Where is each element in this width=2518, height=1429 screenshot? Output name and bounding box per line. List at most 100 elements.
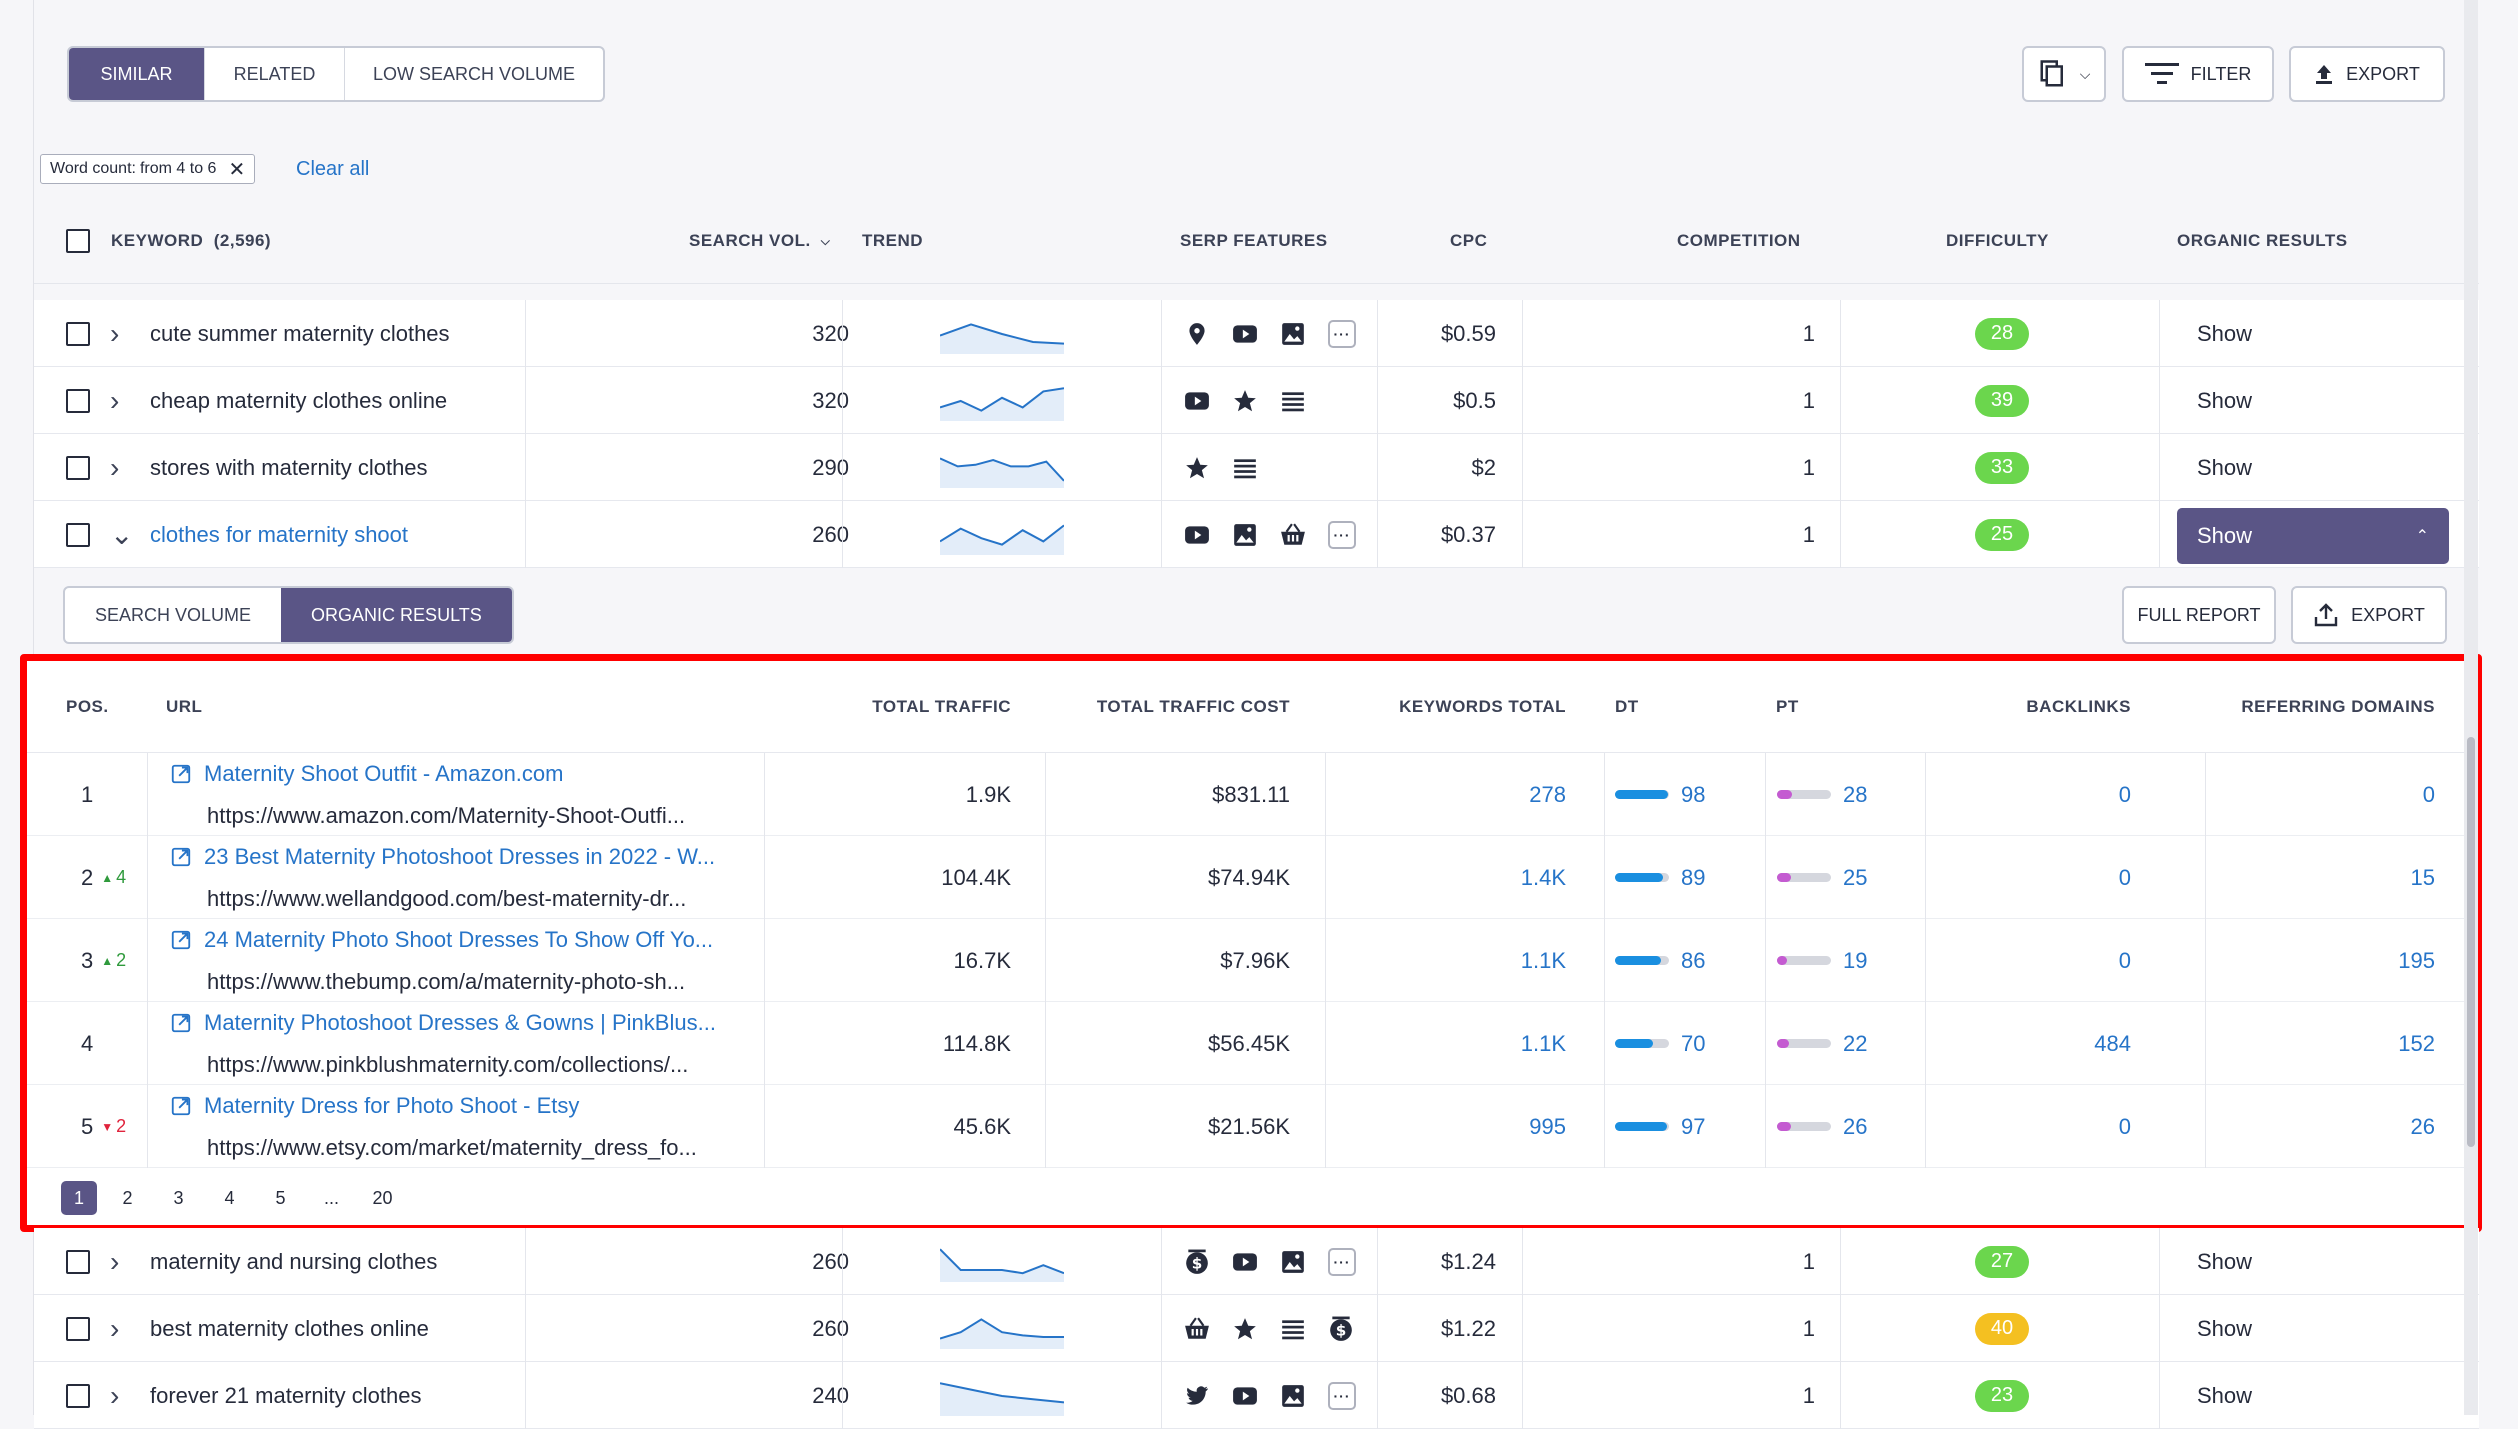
more-icon[interactable]: ··· <box>1328 1381 1356 1410</box>
result-title-link[interactable]: Maternity Photoshoot Dresses & Gowns | P… <box>204 1010 716 1035</box>
chevron-right-icon[interactable]: › <box>110 1245 120 1277</box>
keyword-text[interactable]: stores with maternity clothes <box>150 454 428 480</box>
row-checkbox[interactable] <box>66 455 90 480</box>
organic-results-show-button-active[interactable]: Show ⌃ <box>2177 508 2449 564</box>
page-5[interactable]: 5 <box>275 1187 286 1208</box>
keyword-text[interactable]: cute summer maternity clothes <box>150 320 450 346</box>
row-checkbox[interactable] <box>66 1383 90 1408</box>
result-url: https://www.etsy.com/market/maternity_dr… <box>207 1135 697 1160</box>
page-1[interactable]: 1 <box>61 1181 97 1215</box>
row-checkbox[interactable] <box>66 522 90 547</box>
row-checkbox[interactable] <box>66 321 90 346</box>
keywords-total[interactable]: 995 <box>1529 1113 1566 1139</box>
show-organic-link[interactable]: Show <box>2197 1382 2253 1408</box>
scrollbar[interactable] <box>2464 0 2478 1415</box>
column-total-traffic-cost[interactable]: TOTAL TRAFFIC COST <box>1096 697 1290 716</box>
keyword-row[interactable]: › cute summer maternity clothes 320 ··· $0.5… <box>34 300 2479 367</box>
show-organic-link[interactable]: Show <box>2197 454 2253 480</box>
chevron-right-icon[interactable]: › <box>110 317 120 349</box>
result-title-link[interactable]: 24 Maternity Photo Shoot Dresses To Show… <box>204 927 714 952</box>
row-checkbox[interactable] <box>66 1316 90 1341</box>
backlinks[interactable]: 0 <box>2118 1113 2131 1139</box>
keyword-text[interactable]: cheap maternity clothes online <box>150 387 448 413</box>
tab-low-search-volume[interactable]: LOW SEARCH VOLUME <box>372 63 576 84</box>
external-link-icon[interactable] <box>170 763 192 785</box>
show-organic-link[interactable]: Show <box>2197 320 2253 346</box>
more-icon[interactable]: ··· <box>1328 520 1356 549</box>
referring-domains[interactable]: 15 <box>2410 864 2435 890</box>
column-backlinks[interactable]: BACKLINKS <box>2026 697 2131 716</box>
page-2[interactable]: 2 <box>122 1187 133 1208</box>
export-button[interactable]: EXPORT <box>2289 46 2445 102</box>
keyword-text[interactable]: clothes for maternity shoot <box>150 521 409 547</box>
backlinks[interactable]: 0 <box>2118 864 2131 890</box>
column-difficulty[interactable]: DIFFICULTY <box>1946 231 2049 250</box>
column-search-vol[interactable]: SEARCH VOL. ⌵ <box>689 198 830 284</box>
referring-domains[interactable]: 195 <box>2398 947 2435 973</box>
keyword-row[interactable]: › stores with maternity clothes 290 $2 1 33 Sh… <box>34 434 2479 501</box>
tab-organic-results[interactable]: ORGANIC RESULTS <box>281 588 512 642</box>
keywords-total[interactable]: 278 <box>1529 781 1566 807</box>
page-4[interactable]: 4 <box>224 1187 235 1208</box>
external-link-icon[interactable] <box>170 846 192 868</box>
external-link-icon[interactable] <box>170 929 192 951</box>
tab-similar[interactable]: SIMILAR <box>69 48 205 100</box>
column-pos[interactable]: POS. <box>66 697 109 716</box>
external-link-icon[interactable] <box>170 1012 192 1034</box>
referring-domains[interactable]: 26 <box>2410 1113 2435 1139</box>
page-20[interactable]: 20 <box>372 1187 393 1208</box>
tab-search-volume[interactable]: SEARCH VOLUME <box>95 604 252 625</box>
more-icon[interactable]: ··· <box>1328 1247 1356 1276</box>
full-report-button[interactable]: FULL REPORT <box>2122 586 2276 644</box>
column-pt[interactable]: PT <box>1776 697 1799 716</box>
keyword-text[interactable]: maternity and nursing clothes <box>150 1248 438 1274</box>
result-title-link[interactable]: Maternity Shoot Outfit - Amazon.com <box>204 761 564 786</box>
clear-all-link[interactable]: Clear all <box>296 158 370 180</box>
more-icon[interactable]: ··· <box>1328 319 1356 348</box>
chevron-down-icon[interactable]: ⌄ <box>110 519 134 550</box>
keyword-row[interactable]: › cheap maternity clothes online 320 $0.5 1 3… <box>34 367 2479 434</box>
show-organic-link[interactable]: Show <box>2197 387 2253 413</box>
keywords-total[interactable]: 1.1K <box>1520 1030 1566 1056</box>
copy-dropdown-button[interactable]: ⌵ <box>2022 46 2106 102</box>
show-organic-link[interactable]: Show <box>2197 1315 2253 1341</box>
backlinks[interactable]: 0 <box>2118 947 2131 973</box>
chevron-right-icon[interactable]: › <box>110 1312 120 1344</box>
tab-related[interactable]: RELATED <box>205 48 345 100</box>
page-3[interactable]: 3 <box>173 1187 184 1208</box>
referring-domains[interactable]: 152 <box>2398 1030 2435 1056</box>
keyword-row[interactable]: › forever 21 maternity clothes 240 ··· $0.68… <box>34 1362 2479 1429</box>
column-dt[interactable]: DT <box>1615 697 1639 716</box>
chevron-right-icon[interactable]: › <box>110 1379 120 1411</box>
keywords-total[interactable]: 1.1K <box>1520 947 1566 973</box>
column-cpc[interactable]: CPC <box>1450 231 1488 250</box>
show-organic-link[interactable]: Show <box>2197 1248 2253 1274</box>
scrollbar-thumb[interactable] <box>2467 737 2475 1147</box>
keywords-total[interactable]: 1.4K <box>1520 864 1566 890</box>
column-keywords-total[interactable]: KEYWORDS TOTAL <box>1399 697 1566 716</box>
keyword-text[interactable]: best maternity clothes online <box>150 1315 429 1341</box>
result-title-link[interactable]: 23 Best Maternity Photoshoot Dresses in … <box>204 844 716 869</box>
backlinks[interactable]: 484 <box>2094 1030 2131 1056</box>
backlinks[interactable]: 0 <box>2118 781 2131 807</box>
column-keyword[interactable]: KEYWORD (2,596) <box>111 198 271 284</box>
row-checkbox[interactable] <box>66 1249 90 1274</box>
external-link-icon[interactable] <box>170 1095 192 1117</box>
filter-chip-word-count[interactable]: Word count: from 4 to 6 ✕ <box>40 154 256 184</box>
result-title-link[interactable]: Maternity Dress for Photo Shoot - Etsy <box>204 1093 580 1118</box>
chevron-right-icon[interactable]: › <box>110 451 120 483</box>
column-referring-domains[interactable]: REFERRING DOMAINS <box>2241 697 2435 716</box>
select-all-checkbox[interactable] <box>66 229 90 253</box>
column-total-traffic[interactable]: TOTAL TRAFFIC <box>872 697 1011 716</box>
keyword-row[interactable]: ⌄ clothes for maternity shoot 260 ··· $0.37 1… <box>34 501 2479 568</box>
column-competition[interactable]: COMPETITION <box>1677 231 1801 250</box>
organic-export-button[interactable]: EXPORT <box>2291 586 2447 644</box>
referring-domains[interactable]: 0 <box>2422 781 2435 807</box>
row-checkbox[interactable] <box>66 388 90 413</box>
filter-button[interactable]: FILTER <box>2122 46 2274 102</box>
keyword-row[interactable]: › best maternity clothes online 260 $ $1.22 1… <box>34 1295 2479 1362</box>
keyword-text[interactable]: forever 21 maternity clothes <box>150 1382 422 1408</box>
chevron-right-icon[interactable]: › <box>110 384 120 416</box>
keyword-row[interactable]: › maternity and nursing clothes 260 $ ··· $1.… <box>34 1228 2479 1295</box>
close-icon[interactable]: ✕ <box>228 158 246 181</box>
